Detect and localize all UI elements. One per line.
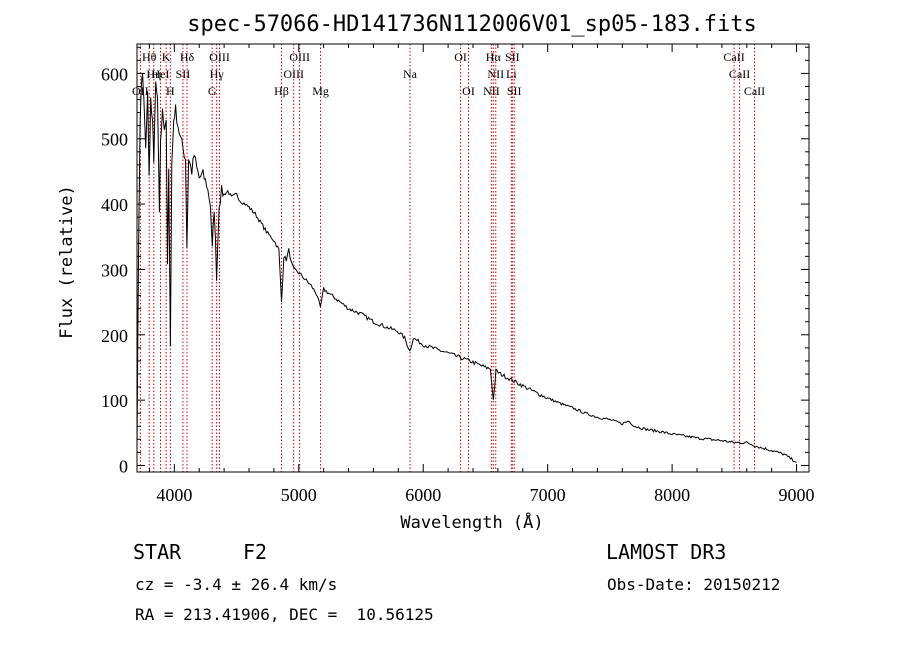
object-class: STAR xyxy=(133,540,182,564)
line-label-hβ: Hβ xyxy=(274,84,289,98)
spectrum-series-line xyxy=(136,73,797,463)
y-tick-label: 100 xyxy=(101,391,128,411)
line-label-oi: OI xyxy=(462,84,475,98)
survey-name: LAMOST DR3 xyxy=(606,540,727,564)
observation-date: Obs-Date: 20150212 xyxy=(607,575,781,594)
line-label-oi: OI xyxy=(454,50,467,64)
y-tick-label: 300 xyxy=(101,260,128,280)
line-label-oiii: OIII xyxy=(289,50,310,64)
y-axis-ticks: 0 100 200 300 400 500 600 xyxy=(101,46,809,476)
line-label-nii: NII xyxy=(487,67,504,81)
x-tick-label: 8000 xyxy=(654,485,690,505)
line-label-hα: Hα xyxy=(486,50,502,64)
spectrum-chart: spec-57066-HD141736N112006V01_sp05-183.f… xyxy=(57,12,815,533)
line-label-sii: SII xyxy=(176,67,191,81)
line-label-g: G xyxy=(208,84,217,98)
line-label-k: K xyxy=(162,50,171,64)
y-tick-label: 0 xyxy=(119,456,128,476)
y-axis-label: Flux (relative) xyxy=(57,185,77,339)
x-tick-label: 6000 xyxy=(405,485,441,505)
line-label-hθ: Hθ xyxy=(142,50,157,64)
line-label-caii: CaII xyxy=(729,67,750,81)
line-label-li: Li xyxy=(506,67,517,81)
line-label-nii: NII xyxy=(483,84,500,98)
spectral-line-markers xyxy=(139,44,755,472)
plot-frame xyxy=(136,43,810,473)
line-label-caii: CaII xyxy=(744,84,765,98)
line-label-hγ: Hγ xyxy=(210,67,225,81)
redshift-velocity: cz = -3.4 ± 26.4 km/s xyxy=(135,575,338,594)
line-label-hei: HeI xyxy=(152,67,170,81)
line-label-sii: SII xyxy=(507,84,522,98)
line-label-caii: CaII xyxy=(723,50,744,64)
line-label-hδ: Hδ xyxy=(180,50,195,64)
line-label-hη: Hη xyxy=(146,67,161,81)
y-tick-label: 400 xyxy=(101,195,128,215)
line-label-oiii: OIII xyxy=(283,67,304,81)
line-label-na: Na xyxy=(403,67,418,81)
line-label-oii: OII xyxy=(132,84,149,98)
y-tick-label: 600 xyxy=(101,64,128,84)
line-label-sii: SII xyxy=(505,50,520,64)
object-subclass: F2 xyxy=(243,540,268,564)
line-label-h: H xyxy=(166,84,175,98)
spectral-line-labels: OIIHθHηHeIKHSIIHδGHγOIIIHβOIIIOIIIMgNaOI… xyxy=(132,50,765,98)
coordinates: RA = 213.41906, DEC = 10.56125 xyxy=(135,605,434,624)
y-tick-label: 500 xyxy=(101,130,128,150)
y-tick-label: 200 xyxy=(101,326,128,346)
x-tick-label: 5000 xyxy=(281,485,317,505)
x-tick-label: 4000 xyxy=(156,485,192,505)
chart-title: spec-57066-HD141736N112006V01_sp05-183.f… xyxy=(187,12,757,37)
line-label-mg: Mg xyxy=(312,84,329,98)
x-tick-label: 9000 xyxy=(779,485,815,505)
x-tick-label: 7000 xyxy=(530,485,566,505)
x-axis-ticks: 4000 5000 6000 7000 8000 9000 xyxy=(148,44,815,505)
line-label-oiii: OIII xyxy=(209,50,230,64)
x-axis-label: Wavelength (Å) xyxy=(400,511,543,533)
